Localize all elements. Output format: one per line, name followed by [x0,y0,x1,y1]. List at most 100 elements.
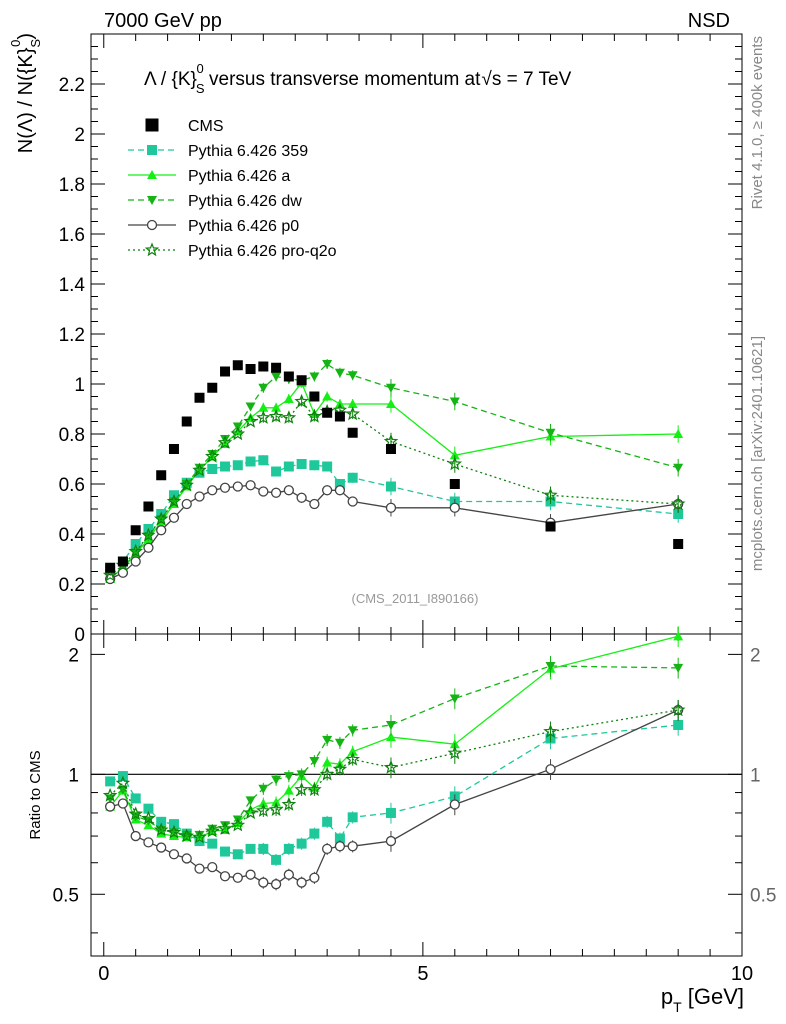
data-point [545,428,556,438]
data-point [271,466,282,477]
data-point [385,444,396,454]
data-point [385,383,396,393]
data-point [207,464,218,474]
data-point [168,512,180,523]
data-point [449,450,460,460]
data-point [258,486,269,497]
ylabel-lead: N(Λ) / N({K} [15,47,37,153]
ratio-point [322,816,333,827]
data-point [271,362,282,373]
ratio-point [258,784,269,794]
data-point [321,485,333,496]
ratio-point [673,719,684,730]
data-point [243,413,258,428]
ratio-point [309,872,320,883]
legend-item: CMS [145,118,224,135]
ratio-point [271,797,282,807]
ratio-axis-label: Ratio to CMS [27,750,44,839]
ratio-point [207,824,218,834]
ratio-point [283,869,295,880]
xlabel-lead: p [661,984,673,1009]
ratio-point [128,806,143,821]
ratio-point [283,785,294,795]
ratio-point [245,796,256,806]
data-point [345,406,360,421]
ratio-point [309,757,320,767]
ratio-point [181,853,192,864]
ratio-panel-frame [90,633,743,957]
y-tick-label: 2 [74,125,85,146]
data-point [347,472,358,483]
ratio-point [385,835,397,847]
data-point [545,521,556,532]
data-point [245,402,256,412]
y-tick-label: 0.2 [59,575,85,596]
ratio-point [347,726,358,736]
y-tick-label: 1.6 [59,225,85,246]
ratio-point [205,823,220,838]
side-label-bottom: mcplots.cern.ch [arXiv:2401.10621] [749,336,766,571]
data-point [194,491,205,502]
data-point [141,527,156,542]
ratio-point [207,861,218,873]
ratio-point [334,841,346,852]
ratio-point [258,877,269,888]
ratio-point [194,863,205,874]
data-point [143,542,154,553]
ratio-point [232,849,243,860]
data-point [322,407,333,418]
data-point [673,539,684,549]
y-tick-label: 0.8 [59,425,85,446]
legend-item: Pythia 6.426 p0 [128,218,299,235]
ratio-point [385,732,396,742]
data-point [130,548,141,558]
ratio-point [153,822,169,837]
title-root-sign: √ [481,69,492,90]
data-point [334,479,345,489]
data-point [347,371,358,381]
ratio-point [345,751,360,766]
data-point [220,366,231,377]
data-point [232,360,243,371]
data-point [258,402,269,412]
data-point [194,392,205,403]
ratio-point [258,798,269,808]
ratio-point [307,782,322,796]
data-point [271,402,282,412]
ratio-point [283,772,294,782]
ratio-point [296,770,307,780]
x-tick-label: 10 [731,963,753,985]
ratio-point [296,838,307,849]
data-point [271,372,282,382]
ratio-point [168,819,179,830]
data-point [117,556,128,567]
data-point [258,383,269,393]
data-point [309,372,320,382]
xlabel-tail: [GeV] [682,984,744,1009]
xlabel-sub: T [673,999,682,1015]
x-tick-label: 0 [98,963,109,985]
data-point [385,502,397,513]
data-point [220,461,231,472]
data-point [385,399,396,408]
data-point [307,408,322,423]
ratio-point [192,829,207,844]
ratio-point [347,746,358,756]
ratio-point [322,757,333,767]
ratio-point [545,662,556,672]
data-point [670,496,686,511]
ratio-point [449,694,460,704]
data-point [296,492,307,503]
ratio-point [347,841,358,852]
ratio-point [143,837,154,848]
y-tick-label: 1.4 [59,275,86,296]
title-end: = 7 TeV [501,69,571,90]
ratio-point [104,801,116,812]
data-point [296,375,307,386]
data-point [283,485,295,496]
data-point [232,460,243,471]
ratio-point [673,663,684,673]
legend-item: Pythia 6.426 pro-q2o [128,242,337,260]
ratio-point [143,803,154,814]
data-point [258,455,269,466]
